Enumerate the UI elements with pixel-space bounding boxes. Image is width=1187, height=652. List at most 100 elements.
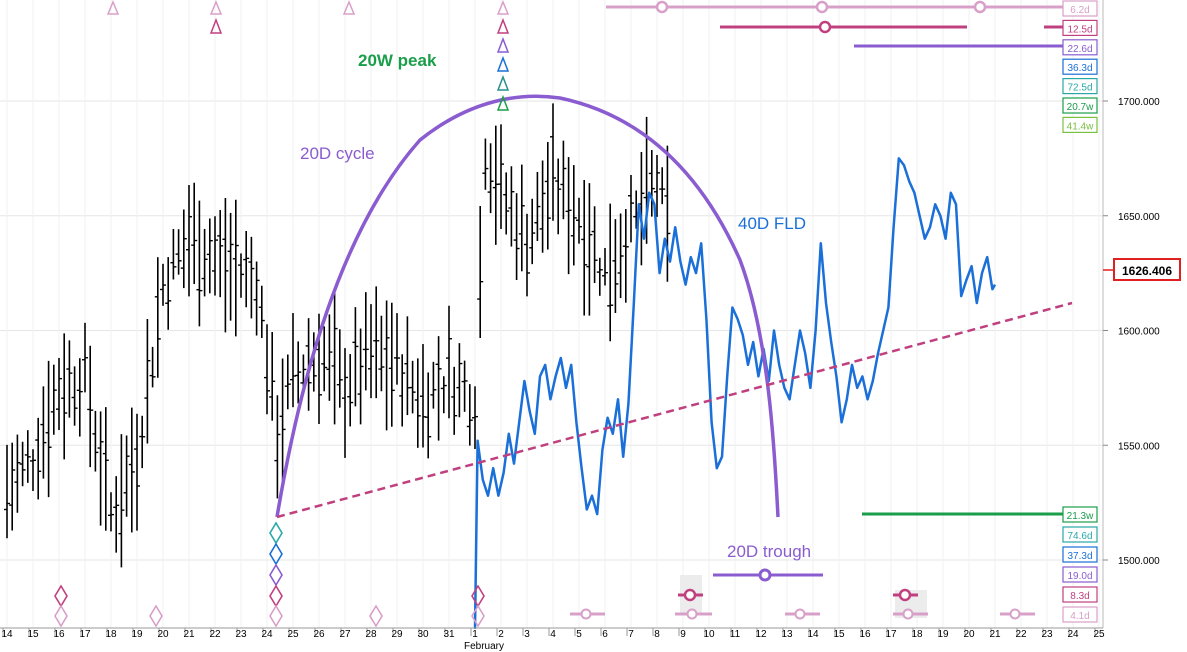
y-axis-ticks: 1700.000 1650.000 1600.000 1550.000 1500.000	[1103, 97, 1160, 567]
x-tick-label: 27	[339, 629, 351, 640]
x-tick-label: 14	[1, 629, 13, 640]
cycle-marker-8d-a	[683, 588, 697, 602]
x-tick-label: 25	[287, 629, 299, 640]
x-tick-label: 25	[1093, 629, 1105, 640]
cycle-label-box	[1062, 546, 1098, 563]
x-tick-label: 26	[313, 629, 325, 640]
cycle-label-text: 4.1d	[1070, 611, 1089, 622]
cycle-label-text: 6.2d	[1070, 5, 1089, 16]
cycle-label-text: 20.7w	[1067, 102, 1094, 113]
x-axis-labels: 14 15 16 17 18 19 20 21 22 23 24 25 26 27 28 29 30 31 1 2 3 4…	[1, 628, 1105, 640]
x-tick-label: 6	[602, 629, 608, 640]
cycle-labels-top: 6.2d 12.5d 22.6d 36.3d 72.5d 20.7w 41.4w	[1062, 0, 1098, 134]
cycle-marker-8d-b	[898, 588, 912, 602]
x-tick-label: 15	[27, 629, 39, 640]
cycle-label-text: 22.6d	[1067, 44, 1092, 55]
x-tick-label: 13	[781, 629, 793, 640]
x-tick-label: 5	[576, 629, 582, 640]
x-tick-label: 24	[1067, 629, 1079, 640]
month-label: February	[464, 641, 504, 652]
x-tick-label: 28	[365, 629, 377, 640]
cycle-label-box	[1062, 526, 1098, 543]
x-tick-label: 21	[989, 629, 1001, 640]
x-tick-label: 20	[157, 629, 169, 640]
x-tick-label: 19	[131, 629, 143, 640]
x-tick-label: 19	[937, 629, 949, 640]
cycle-label-text: 74.6d	[1067, 531, 1092, 542]
cycle-label-box	[1062, 606, 1098, 623]
x-tick-label: 16	[859, 629, 871, 640]
gridlines	[0, 0, 1103, 628]
cycle-label-box	[1062, 116, 1098, 134]
cycle-label-text: 37.3d	[1067, 551, 1092, 562]
x-tick-label: 11	[730, 629, 741, 640]
x-tick-label: 22	[1015, 629, 1027, 640]
cycle-label-box	[1062, 0, 1098, 17]
x-tick-label: 20	[963, 629, 975, 640]
x-tick-label: 10	[703, 629, 715, 640]
cycle-label-text: 8.3d	[1070, 591, 1089, 602]
fld-annotation: 40D FLD	[738, 214, 806, 233]
peak-triangles	[106, 0, 510, 111]
x-tick-label: 24	[261, 629, 273, 640]
x-tick-label: 16	[53, 629, 65, 640]
cycle-label-text: 12.5d	[1067, 24, 1092, 35]
x-tick-label: 14	[807, 629, 819, 640]
cycle-label-text: 72.5d	[1067, 83, 1092, 94]
cycle-label-text: 19.0d	[1067, 571, 1092, 582]
peak-annotation: 20W peak	[358, 51, 437, 70]
cycle-annotation: 20D cycle	[300, 144, 375, 163]
y-tick-label: 1550.000	[1118, 441, 1160, 452]
cycle-marker-6d-c	[973, 0, 987, 14]
x-tick-label: 2	[498, 629, 504, 640]
x-tick-label: 18	[911, 629, 923, 640]
price-bars	[4, 103, 671, 568]
cycle-label-box	[1062, 506, 1098, 523]
cycle-marker-6d-b	[815, 0, 829, 14]
cycle-label-box	[1062, 19, 1098, 36]
cycle-label-box	[1062, 58, 1098, 75]
x-tick-label: 8	[654, 629, 660, 640]
cycle-labels-bottom: 21.3w 74.6d 37.3d 19.0d 8.3d 4.1d	[1062, 506, 1098, 623]
x-tick-label: 15	[833, 629, 845, 640]
trendline	[276, 301, 1073, 519]
cycle-label-box	[1062, 77, 1098, 95]
cycle-marker-12d	[818, 20, 832, 34]
x-tick-label: 30	[417, 629, 429, 640]
y-tick-label: 1650.000	[1118, 212, 1160, 223]
y-tick-label: 1700.000	[1118, 97, 1160, 108]
x-tick-label: 29	[391, 629, 403, 640]
cycle-label-box	[1062, 586, 1098, 603]
x-tick-label: 9	[680, 629, 686, 640]
x-tick-label: 1	[472, 629, 478, 640]
x-tick-label: 23	[1041, 629, 1053, 640]
fld-line	[473, 157, 997, 629]
last-price-label: 1626.406	[1122, 264, 1172, 278]
cycle-label-text: 21.3w	[1067, 511, 1094, 522]
cycle-arc	[275, 94, 780, 518]
x-tick-label: 18	[105, 629, 117, 640]
cycle-marker-6d-a	[655, 0, 669, 14]
x-tick-label: 17	[885, 629, 897, 640]
x-tick-label: 3	[524, 629, 530, 640]
x-tick-label: 7	[628, 629, 634, 640]
cycle-label-text: 41.4w	[1067, 121, 1094, 132]
cycle-label-box	[1062, 566, 1098, 583]
y-tick-label: 1500.000	[1118, 556, 1160, 567]
cycle-markers-4d	[570, 608, 1035, 620]
x-tick-label: 21	[183, 629, 195, 640]
x-tick-label: 17	[79, 629, 91, 640]
x-tick-label: 31	[443, 629, 455, 640]
cycle-label-text: 36.3d	[1067, 63, 1092, 74]
x-tick-label: 23	[235, 629, 247, 640]
trough-diamonds	[54, 521, 485, 628]
y-tick-label: 1600.000	[1118, 327, 1160, 338]
x-tick-label: 4	[550, 629, 556, 640]
trough-marker	[758, 568, 772, 582]
cycle-label-box	[1062, 97, 1098, 114]
x-tick-label: 12	[755, 629, 767, 640]
trough-annotation: 20D trough	[727, 542, 811, 561]
cycle-label-box	[1062, 39, 1098, 56]
